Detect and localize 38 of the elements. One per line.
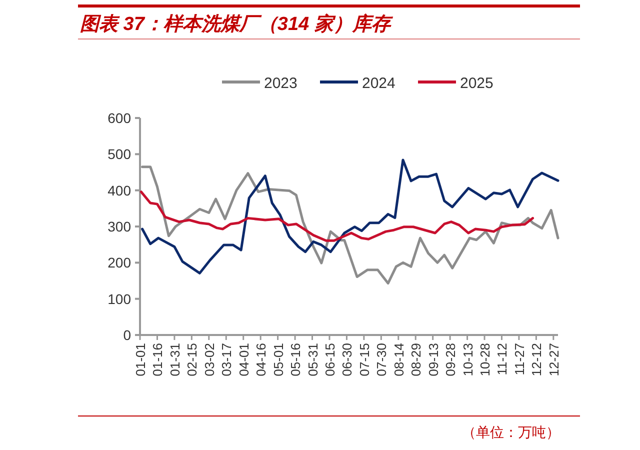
x-tick-label: 06-30: [340, 343, 355, 376]
x-tick-label: 02-15: [184, 343, 200, 376]
x-tick-label: 04-01: [236, 343, 252, 376]
y-tick-label: 0: [123, 327, 132, 343]
x-tick-label: 01-01: [133, 343, 148, 376]
x-tick-label: 07-15: [356, 343, 372, 376]
y-tick-label: 300: [108, 218, 132, 234]
x-tick-label: 06-15: [322, 343, 338, 376]
y-tick-label: 400: [108, 182, 132, 198]
x-tick-label: 10-13: [460, 343, 476, 376]
x-tick-label: 01-16: [150, 343, 166, 376]
y-tick-label: 200: [108, 254, 132, 271]
x-tick-label: 03-02: [202, 343, 217, 376]
text: （单位：万吨）: [462, 424, 560, 440]
x-tick-label: 12-12: [529, 343, 544, 376]
line-series: [140, 190, 534, 242]
x-tick-label: 09-13: [426, 343, 441, 376]
x-tick-label: 01-31: [167, 343, 182, 376]
legend-label: 2023: [264, 75, 298, 92]
x-tick-label: 11-27: [512, 343, 527, 376]
x-tick-label: 07-30: [374, 343, 390, 376]
x-tick-label: 11-12: [494, 343, 510, 376]
x-tick-label: 08-14: [391, 343, 406, 376]
legend-label: 2025: [460, 75, 494, 92]
x-tick-label: 10-28: [478, 343, 493, 376]
x-tick-label: 08-29: [408, 343, 424, 376]
x-tick-label: 05-31: [305, 343, 320, 376]
x-tick-label: 03-17: [219, 343, 234, 376]
legend-label: 2024: [362, 75, 396, 92]
y-tick-label: 600: [108, 110, 132, 126]
x-tick-label: 04-16: [254, 343, 269, 376]
x-tick-label: 05-16: [288, 343, 304, 376]
chart-title: 图表 37：样本洗煤厂（314 家）库存: [80, 13, 394, 35]
y-tick-label: 100: [108, 290, 132, 307]
x-tick-label: 09-28: [443, 343, 458, 376]
y-tick-label: 500: [108, 146, 132, 162]
x-tick-label: 05-01: [270, 343, 286, 376]
x-tick-label: 12-27: [546, 343, 562, 376]
